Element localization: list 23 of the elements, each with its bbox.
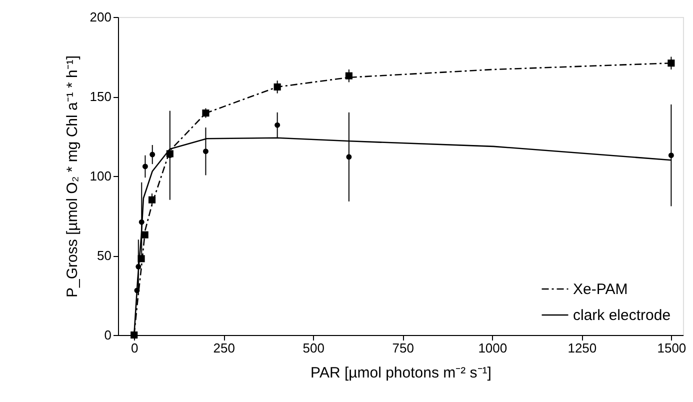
point bbox=[202, 110, 210, 117]
point bbox=[150, 152, 156, 158]
x-tick-label: 1500 bbox=[657, 340, 686, 356]
y-tick-label: 200 bbox=[90, 10, 112, 24]
point bbox=[346, 154, 352, 160]
y-tick-label: 0 bbox=[104, 328, 112, 342]
y-tick-label: 100 bbox=[90, 168, 112, 184]
y-tick-label: 50 bbox=[97, 248, 112, 263]
x-tick-label: 0 bbox=[130, 340, 138, 356]
x-axis-title: PAR [µmol photons m⁻² s⁻¹] bbox=[310, 364, 492, 382]
x-tick-label: 250 bbox=[213, 340, 235, 356]
x-tick-label: 500 bbox=[302, 340, 324, 356]
x-tick-label: 1250 bbox=[568, 340, 597, 356]
y-tick-label: 150 bbox=[90, 89, 112, 104]
x-tick-label: 750 bbox=[392, 340, 414, 356]
point bbox=[202, 148, 208, 154]
point bbox=[274, 122, 280, 128]
point bbox=[142, 164, 148, 170]
point bbox=[668, 152, 674, 158]
legend-label: clark electrode bbox=[573, 307, 671, 324]
legend-label: Xe-PAM bbox=[573, 281, 628, 298]
x-tick-label: 1000 bbox=[478, 340, 508, 356]
y-axis-title: P_Gross [µmol O₂ * mg Chl a⁻¹ * h⁻¹] bbox=[64, 55, 81, 298]
